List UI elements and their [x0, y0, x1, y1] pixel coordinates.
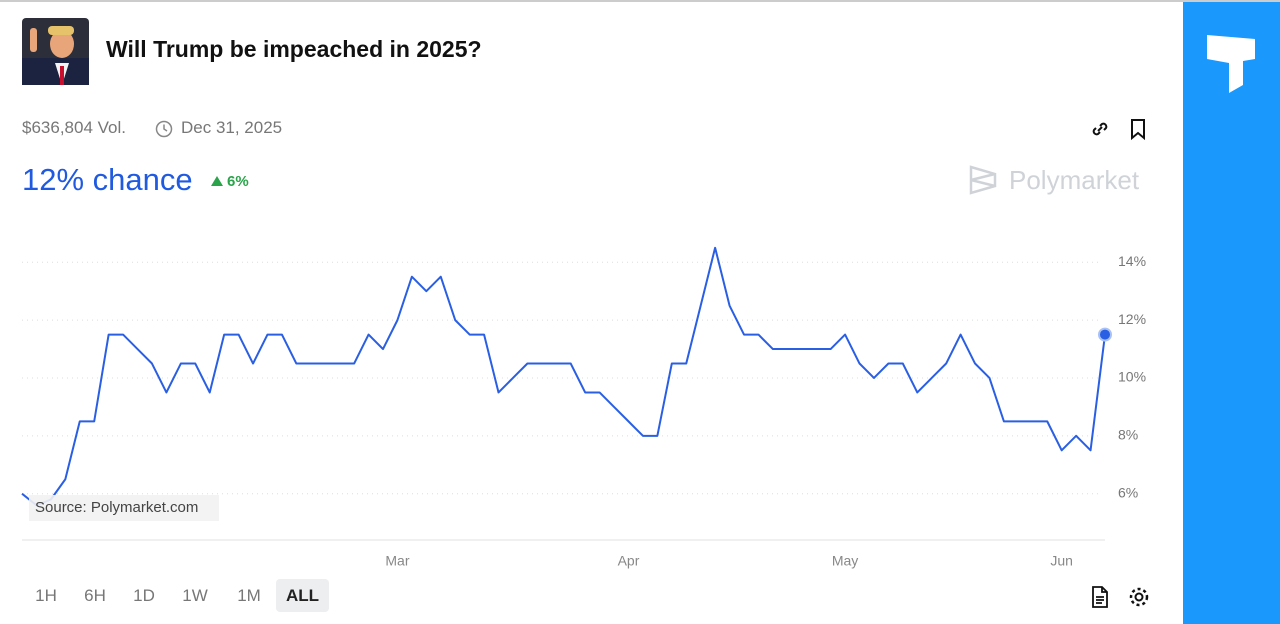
link-icon[interactable]	[1088, 117, 1112, 141]
end-date: Dec 31, 2025	[181, 118, 283, 137]
source-note: Source: Polymarket.com	[35, 499, 198, 516]
range-button[interactable]: 1D	[133, 586, 155, 605]
x-tick-label: Jun	[1050, 553, 1073, 569]
avatar	[22, 18, 89, 85]
y-tick-label: 14%	[1118, 253, 1146, 269]
price-line	[21, 246, 1106, 507]
range-button[interactable]: 1M	[237, 586, 261, 605]
bookmark-icon[interactable]	[1128, 117, 1150, 141]
range-button[interactable]: 1W	[182, 586, 208, 605]
y-tick-label: 12%	[1118, 311, 1146, 327]
chance: 12% chance	[22, 162, 193, 197]
y-tick-label: 8%	[1118, 427, 1138, 443]
market-title: Will Trump be impeached in 2025?	[106, 36, 482, 62]
chart: 6% 8% 10% 12% 14% Mar Apr May Jun Source: Polyma…	[21, 246, 1146, 569]
volume: $636,804 Vol.	[22, 118, 126, 137]
y-tick-label: 6%	[1118, 484, 1138, 500]
sidebar-logo	[1207, 35, 1255, 93]
y-tick-label: 10%	[1118, 369, 1146, 385]
x-tick-label: Mar	[385, 553, 409, 569]
change: 6%	[227, 173, 249, 190]
up-arrow	[211, 176, 223, 186]
brand: Polymarket	[1009, 165, 1140, 195]
x-tick-label: Apr	[618, 553, 640, 569]
clock-icon	[155, 120, 173, 138]
range-button[interactable]: ALL	[276, 579, 329, 612]
x-tick-label: May	[832, 553, 858, 569]
last-point	[1098, 327, 1112, 342]
source-bg	[29, 495, 219, 521]
brand-logo	[969, 165, 997, 195]
settings-icon[interactable]	[1127, 585, 1151, 609]
doc-icon[interactable]	[1089, 585, 1111, 609]
range-button[interactable]: 1H	[35, 586, 57, 605]
sidebar	[1183, 2, 1280, 624]
range-button[interactable]: 6H	[84, 586, 106, 605]
